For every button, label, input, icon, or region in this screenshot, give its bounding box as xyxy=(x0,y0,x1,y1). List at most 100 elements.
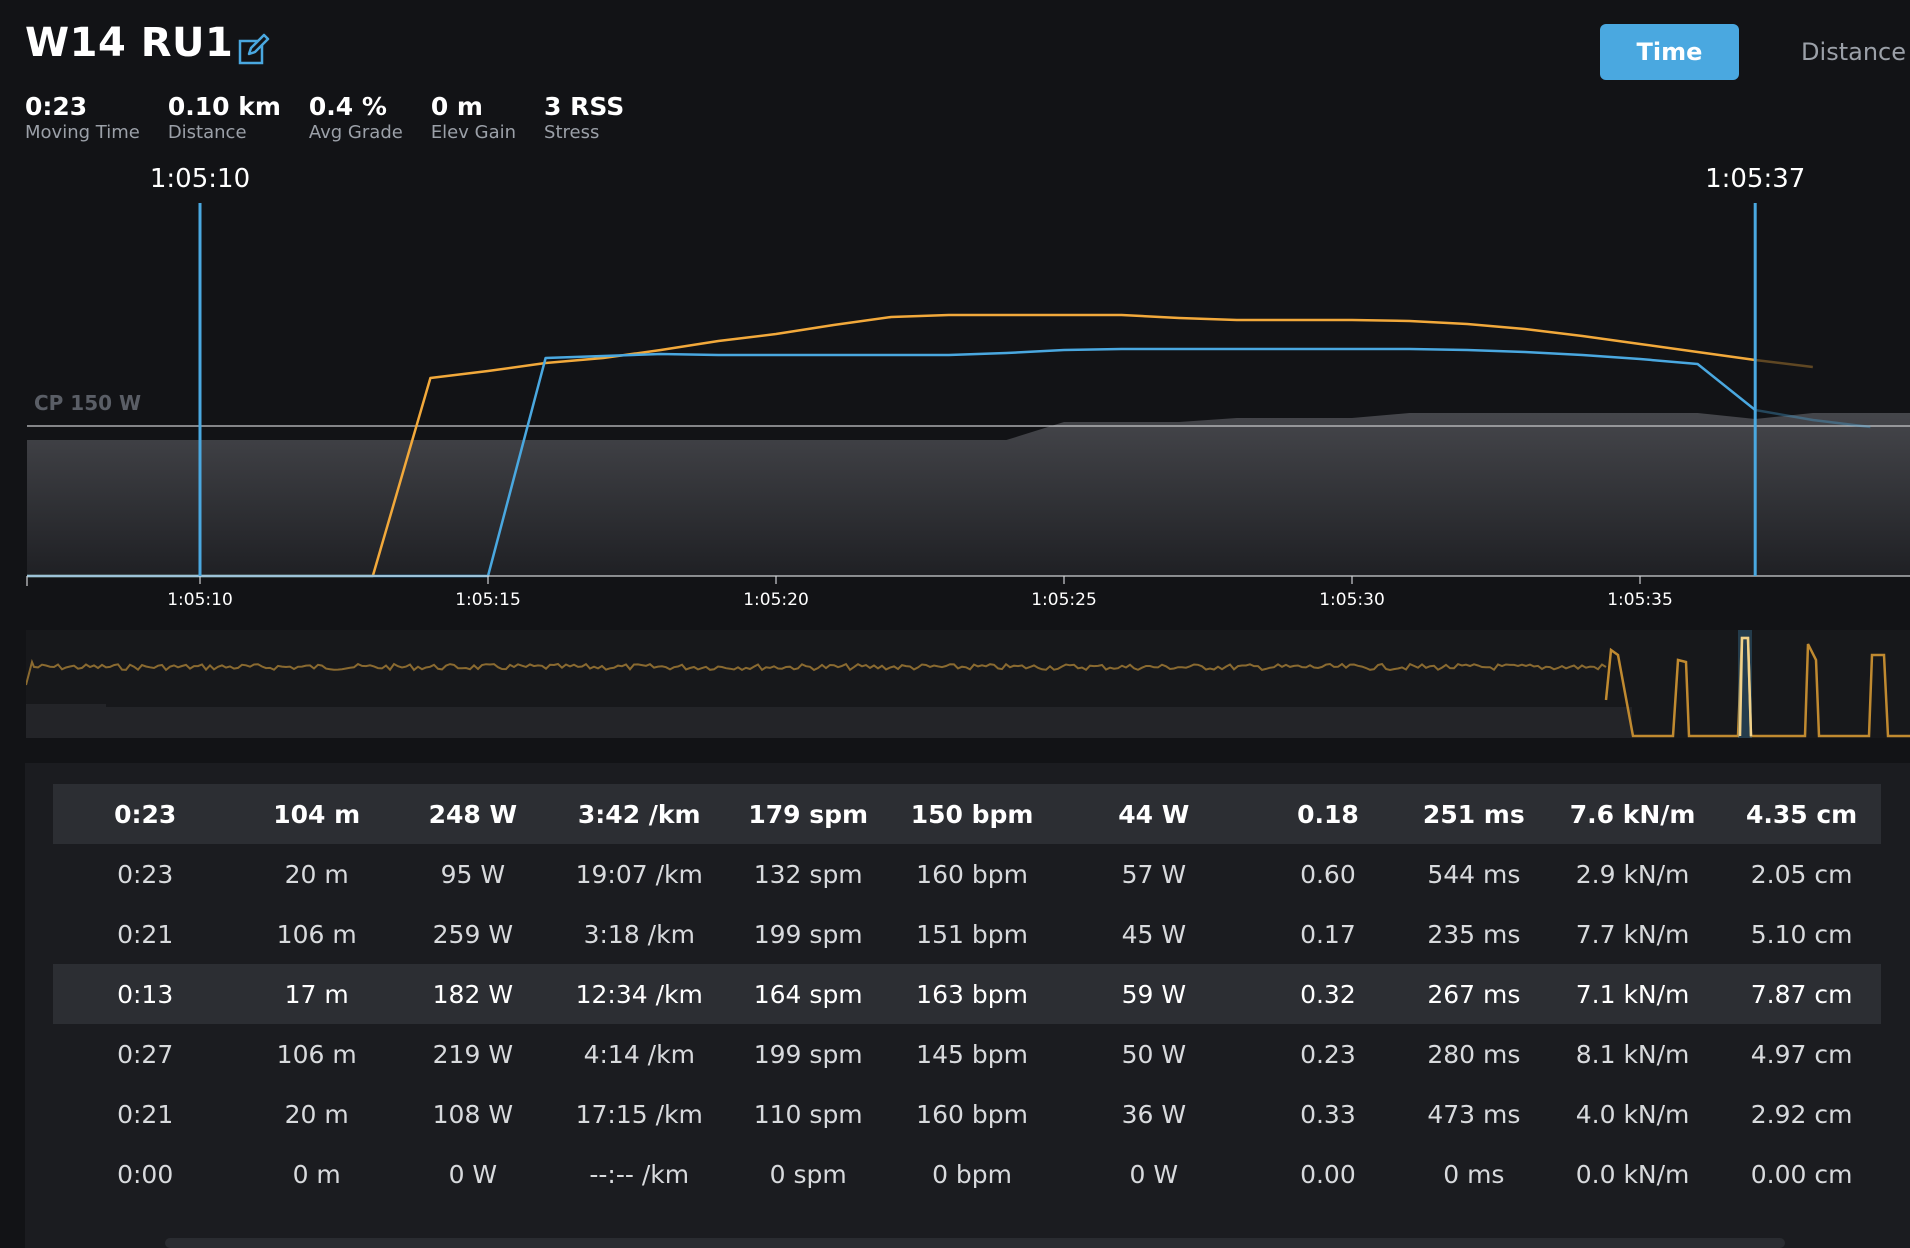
time-distance-toggle: Time Distance xyxy=(1600,24,1910,80)
summary-stats: 0:23 Moving Time 0.10 km Distance 0.4 % … xyxy=(25,92,652,144)
lap-cell: 4.0 kN/m xyxy=(1575,1099,1690,1129)
lap-cell: 7.1 kN/m xyxy=(1542,964,1723,1024)
lap-cell: 248 W xyxy=(396,784,550,844)
table-header-strip xyxy=(25,763,1910,785)
lap-cell: 0.17 xyxy=(1300,919,1356,949)
selection-marker-label: 1:05:37 xyxy=(1705,164,1805,194)
lap-cell: 0 m xyxy=(292,1159,341,1189)
lap-row[interactable]: 0:00 0 m 0 W --:-- /km 0 spm 0 bpm 0 W 0.00 0 ms… xyxy=(53,1144,1881,1204)
lap-cell: 259 W xyxy=(432,919,514,949)
lap-cell: 12:34 /km xyxy=(549,964,729,1024)
lap-cell: 132 spm xyxy=(753,859,863,889)
activity-header: W14 RU1 xyxy=(25,20,270,66)
lap-cell: 17 m xyxy=(237,964,397,1024)
stat-moving-time: 0:23 Moving Time xyxy=(25,92,140,144)
lap-row[interactable]: 0:23 104 m 248 W 3:42 /km 179 spm 150 bpm 44 W… xyxy=(53,784,1881,844)
lap-cell: 2.92 cm xyxy=(1750,1099,1853,1129)
lap-cell: 95 W xyxy=(440,859,506,889)
lap-cell: 4.97 cm xyxy=(1750,1039,1853,1069)
stat-label: Distance xyxy=(167,122,247,143)
lap-cell: 0:00 xyxy=(117,1159,174,1189)
lap-cell: --:-- /km xyxy=(589,1159,690,1189)
lap-cell: 0:27 xyxy=(117,1039,174,1069)
series-line xyxy=(27,313,1756,578)
stat-label: Moving Time xyxy=(25,122,140,143)
lap-cell: 2.9 kN/m xyxy=(1575,859,1690,889)
overview-elevation-area xyxy=(26,704,1632,738)
lap-cell: 151 bpm xyxy=(916,919,1028,949)
lap-cell: 544 ms xyxy=(1427,859,1521,889)
distance-button[interactable]: Distance xyxy=(1762,24,1910,80)
horizontal-scrollbar[interactable] xyxy=(165,1238,1785,1248)
overview-selected-trace xyxy=(1738,636,1753,737)
stat-distance: 0.10 km Distance xyxy=(168,92,281,144)
x-tick-label: 1:05:35 xyxy=(1607,590,1673,610)
stat-label: Stress xyxy=(544,122,600,143)
lap-row[interactable]: 0:23 20 m 95 W 19:07 /km 132 spm 160 bpm 57 W 0… xyxy=(53,844,1881,904)
lap-cell: 4:14 /km xyxy=(583,1039,695,1069)
activity-overview-navigator[interactable] xyxy=(26,630,1910,762)
lap-cell: 104 m xyxy=(237,784,397,844)
lap-cell: 7.7 kN/m xyxy=(1575,919,1690,949)
lap-cell: 45 W xyxy=(1121,919,1187,949)
stat-value: 0:23 xyxy=(25,92,88,121)
lap-cell: 8.1 kN/m xyxy=(1575,1039,1690,1069)
lap-cell: 17:15 /km xyxy=(575,1099,703,1129)
main-chart[interactable]: CP 150 W 1:05:10 1:05:15 1:05:20 1:05:25 1:0… xyxy=(0,150,1910,620)
lap-cell: 0.18 xyxy=(1251,784,1405,844)
lap-cell: 7.6 kN/m xyxy=(1542,784,1723,844)
stat-value: 0.4 % xyxy=(308,92,387,121)
overview-power-trace xyxy=(26,658,1607,686)
lap-cell: 235 ms xyxy=(1427,919,1521,949)
selection-marker-label: 1:05:10 xyxy=(150,164,250,194)
lap-cell: 19:07 /km xyxy=(575,859,703,889)
lap-row[interactable]: 0:13 17 m 182 W 12:34 /km 164 spm 163 bpm 59 W… xyxy=(53,964,1881,1024)
lap-cell: 5.10 cm xyxy=(1750,919,1853,949)
lap-cell: 160 bpm xyxy=(916,859,1028,889)
lap-cell: 0 spm xyxy=(769,1159,847,1189)
lap-cell: 0:23 xyxy=(53,784,238,844)
x-tick-label: 1:05:25 xyxy=(1031,590,1097,610)
lap-cell: 50 W xyxy=(1121,1039,1187,1069)
lap-cell: 219 W xyxy=(432,1039,514,1069)
lap-cell: 163 bpm xyxy=(887,964,1057,1024)
lap-cell: 20 m xyxy=(284,1099,349,1129)
lap-cell: 182 W xyxy=(396,964,550,1024)
lap-cell: 106 m xyxy=(276,919,357,949)
time-button[interactable]: Time xyxy=(1600,24,1739,80)
lap-cell: 0.60 xyxy=(1300,859,1356,889)
lap-cell: 44 W xyxy=(1056,784,1252,844)
lap-cell: 108 W xyxy=(432,1099,514,1129)
activity-title: W14 RU1 xyxy=(25,20,234,66)
lap-cell: 0.00 cm xyxy=(1750,1159,1853,1189)
cp-label: CP 150 W xyxy=(34,391,141,415)
stat-label: Elev Gain xyxy=(430,122,517,143)
lap-row[interactable]: 0:21 20 m 108 W 17:15 /km 110 spm 160 bpm 36 W… xyxy=(53,1084,1881,1144)
stat-avg-grade: 0.4 % Avg Grade xyxy=(309,92,403,144)
lap-row[interactable]: 0:27 106 m 219 W 4:14 /km 199 spm 145 bpm 50 W… xyxy=(53,1024,1881,1084)
lap-cell: 3:42 /km xyxy=(549,784,729,844)
lap-row[interactable]: 0:21 106 m 259 W 3:18 /km 199 spm 151 bpm 45 W… xyxy=(53,904,1881,964)
stat-value: 0.10 km xyxy=(167,92,281,121)
lap-cell: 0:13 xyxy=(53,964,238,1024)
lap-cell: 164 spm xyxy=(728,964,888,1024)
lap-cell: 199 spm xyxy=(753,1039,863,1069)
lap-cell: 110 spm xyxy=(753,1099,863,1129)
x-tick-label: 1:05:10 xyxy=(167,590,233,610)
laps-table: 0:23 104 m 248 W 3:42 /km 179 spm 150 bpm 44 W… xyxy=(53,784,1881,1204)
lap-cell: 0 ms xyxy=(1443,1159,1505,1189)
lap-cell: 0.33 xyxy=(1300,1099,1356,1129)
lap-cell: 267 ms xyxy=(1404,964,1543,1024)
lap-cell: 0.00 xyxy=(1300,1159,1356,1189)
lap-cell: 20 m xyxy=(284,859,349,889)
lap-cell: 0 W xyxy=(1129,1159,1179,1189)
series-line-outside-selection xyxy=(1755,358,1813,369)
lap-cell: 473 ms xyxy=(1427,1099,1521,1129)
lap-cell: 0:21 xyxy=(117,919,174,949)
lap-cell: 0 bpm xyxy=(932,1159,1013,1189)
lap-cell: 36 W xyxy=(1121,1099,1187,1129)
lap-cell: 145 bpm xyxy=(916,1039,1028,1069)
lap-cell: 251 ms xyxy=(1404,784,1543,844)
edit-icon[interactable] xyxy=(237,33,271,67)
lap-cell: 2.05 cm xyxy=(1750,859,1853,889)
